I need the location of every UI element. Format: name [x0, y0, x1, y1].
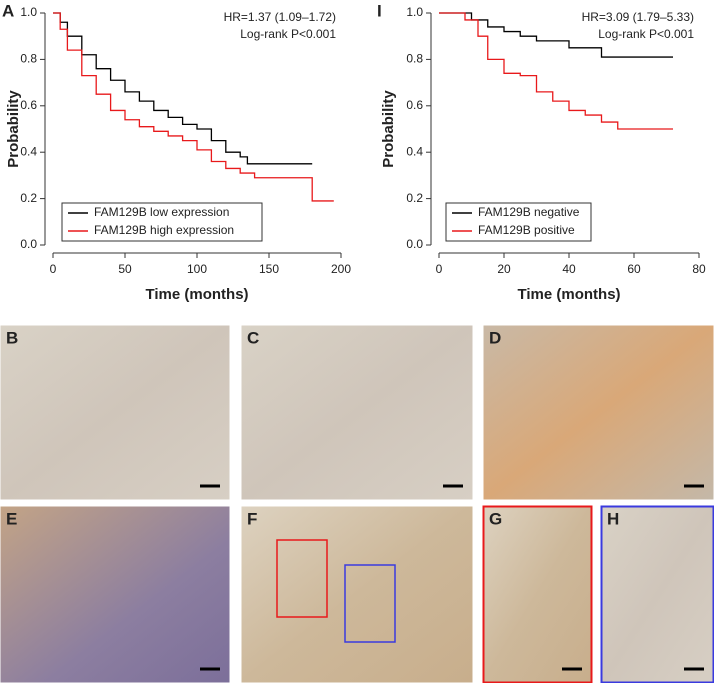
micrograph [482, 505, 593, 683]
y-tick-label: 0.0 [20, 237, 37, 251]
x-tick-label: 200 [331, 262, 351, 276]
y-tick-label: 0.4 [406, 144, 423, 158]
micrograph [0, 506, 230, 683]
x-tick-label: 50 [118, 262, 132, 276]
panel-label: G [489, 509, 502, 528]
legend-label: FAM129B low expression [94, 205, 229, 219]
x-tick-label: 40 [562, 262, 576, 276]
panel-label: D [489, 328, 501, 347]
y-tick-label: 0.6 [406, 98, 423, 112]
panel-label: C [247, 328, 259, 347]
annotation: HR=1.37 (1.09–1.72) [224, 10, 336, 24]
y-tick-label: 0.2 [406, 191, 423, 205]
panel-label: A [2, 1, 14, 20]
panel-label: B [6, 328, 18, 347]
x-tick-label: 80 [692, 262, 706, 276]
panel-label: H [607, 509, 619, 528]
legend-box [61, 202, 263, 242]
y-tick-label: 0.8 [20, 52, 37, 66]
y-tick-label: 0.2 [20, 191, 37, 205]
y-tick-label: 1.0 [20, 5, 37, 19]
y-tick-label: 0.8 [406, 52, 423, 66]
km-curve [439, 12, 673, 58]
x-tick-label: 100 [187, 262, 207, 276]
micrograph [483, 325, 714, 500]
x-axis-label: Time (months) [517, 286, 620, 303]
panel-label: F [247, 509, 257, 528]
x-tick-label: 60 [627, 262, 641, 276]
annotation: Log-rank P<0.001 [598, 27, 694, 41]
micrograph [0, 325, 230, 500]
y-tick-label: 1.0 [406, 5, 423, 19]
y-tick-label: 0.0 [406, 237, 423, 251]
y-tick-label: 0.4 [20, 144, 37, 158]
annotation: Log-rank P<0.001 [240, 27, 336, 41]
km-curve [53, 12, 334, 202]
micrograph [241, 506, 473, 683]
km-curve [53, 12, 313, 165]
annotation: HR=3.09 (1.79–5.33) [582, 10, 694, 24]
legend-label: FAM129B positive [478, 223, 575, 237]
micrograph [241, 325, 473, 500]
micrograph [600, 505, 714, 683]
x-tick-label: 0 [436, 262, 443, 276]
panel-label: I [377, 1, 382, 20]
legend-label: FAM129B negative [478, 205, 580, 219]
y-axis-label: Probability [5, 90, 22, 168]
legend-label: FAM129B high expression [94, 223, 234, 237]
y-tick-label: 0.6 [20, 98, 37, 112]
x-tick-label: 0 [50, 262, 57, 276]
x-tick-label: 150 [259, 262, 279, 276]
km-curve [439, 12, 673, 130]
x-tick-label: 20 [497, 262, 511, 276]
legend-box [445, 202, 592, 242]
x-axis-label: Time (months) [145, 286, 248, 303]
panel-label: E [6, 509, 17, 528]
y-axis-label: Probability [380, 90, 397, 168]
inset-box [344, 564, 396, 643]
inset-box [276, 539, 328, 618]
